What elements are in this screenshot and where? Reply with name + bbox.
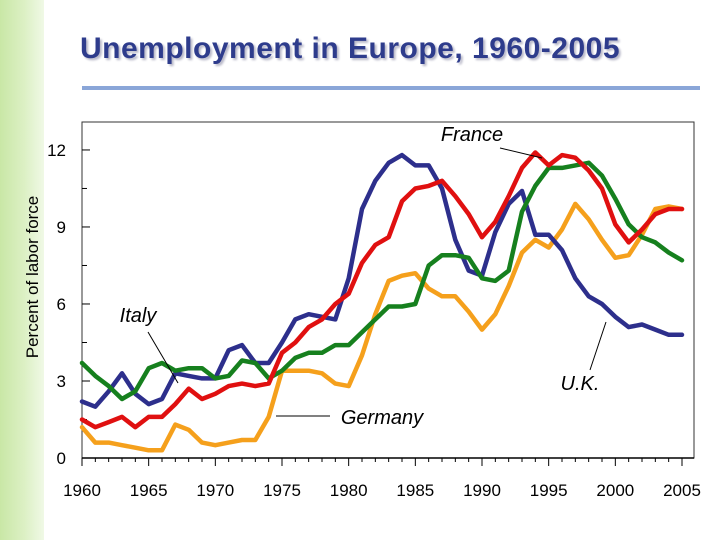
x-tick-label: 1980 [330,481,368,500]
slide-side-bar [0,0,44,540]
annotation-uk: U.K. [561,373,600,395]
x-tick-label: 1965 [130,481,168,500]
annotation-italy: Italy [120,305,158,327]
slide-title: Unemployment in Europe, 1960-2005 [80,32,700,66]
leader-line-italy [147,331,179,384]
x-tick-label: 1985 [396,481,434,500]
y-tick-label: 6 [57,295,66,314]
x-tick-label: 1975 [263,481,301,500]
y-tick-label: 3 [57,372,66,391]
y-tick-label: 0 [57,449,66,468]
leader-line-uk [589,321,607,371]
x-tick-label: 2005 [663,481,701,500]
x-tick-label: 1960 [63,481,101,500]
annotation-france: France [441,124,503,146]
title-underline [82,86,700,90]
x-tick-label: 1995 [530,481,568,500]
x-tick-label: 2000 [596,481,634,500]
slide-title-main: Unemployment in Europe, [80,32,473,65]
leader-line-france [499,147,543,159]
y-tick-label: 9 [57,218,66,237]
annotation-germany: Germany [341,407,424,429]
series-line-germany [79,201,685,453]
slide-title-years: 1960-2005 [472,32,621,65]
x-tick-label: 1970 [196,481,234,500]
series-line-uk [79,152,685,409]
x-tick-label: 1990 [463,481,501,500]
y-tick-label: 12 [47,141,66,160]
series-line-france [79,150,685,430]
